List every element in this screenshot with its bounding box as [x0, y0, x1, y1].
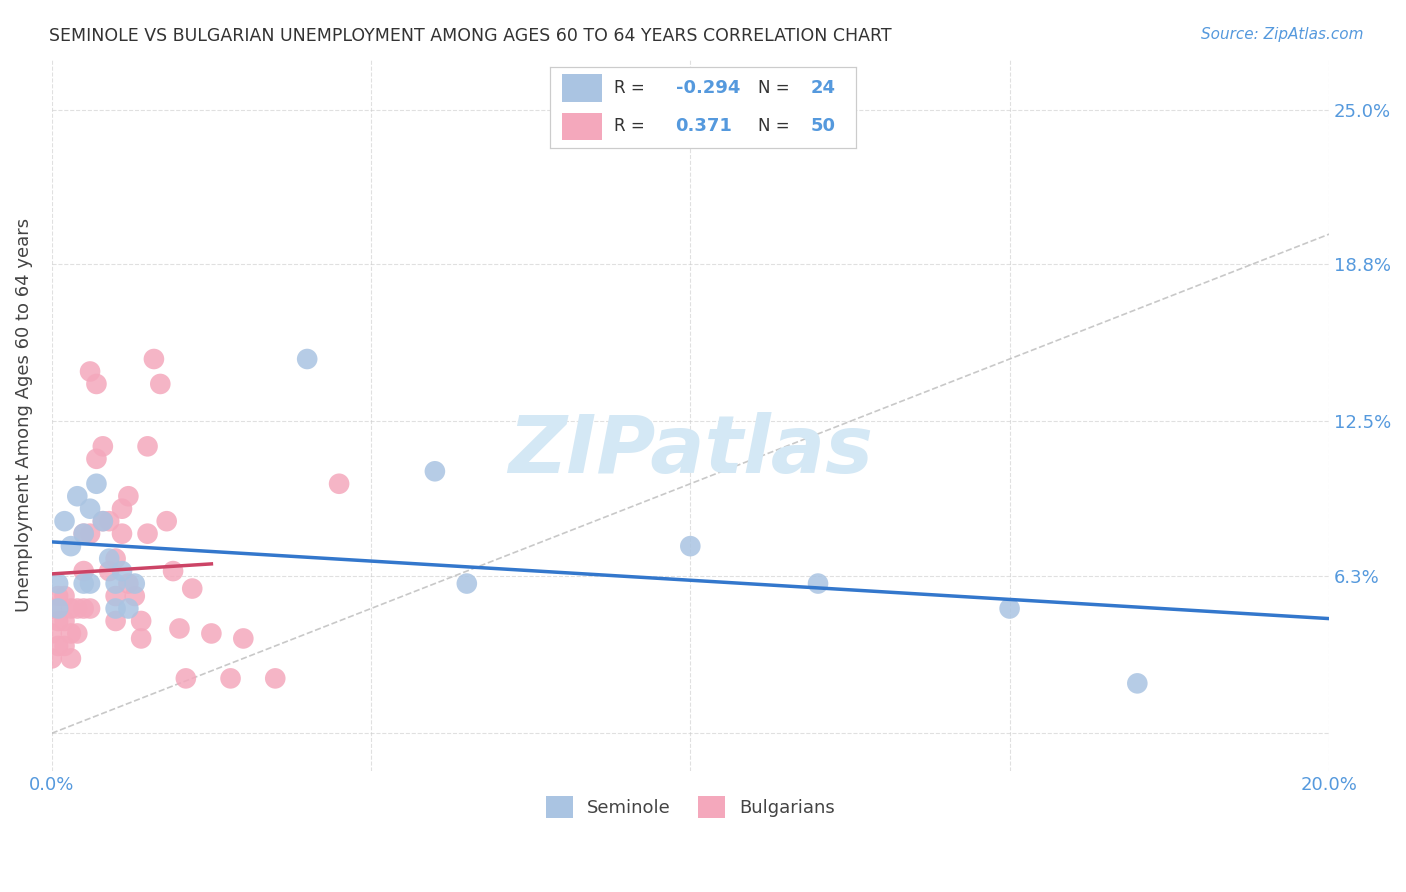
Point [111, 501, 134, 516]
Point [998, 601, 1021, 615]
Point [136, 526, 159, 541]
Point [162, 564, 184, 578]
Point [117, 489, 139, 503]
Point [53, 614, 76, 628]
Point [41, 626, 63, 640]
Point [66, 489, 89, 503]
Point [104, 614, 127, 628]
Text: SEMINOLE VS BULGARIAN UNEMPLOYMENT AMONG AGES 60 TO 64 YEARS CORRELATION CHART: SEMINOLE VS BULGARIAN UNEMPLOYMENT AMONG… [49, 27, 891, 45]
Point [149, 376, 172, 391]
Point [111, 526, 134, 541]
Point [73, 576, 96, 591]
Point [59, 539, 82, 553]
Point [98, 551, 121, 566]
Point [264, 672, 287, 686]
Point [98, 564, 121, 578]
Text: ZIPatlas: ZIPatlas [508, 412, 873, 490]
Point [232, 632, 254, 646]
Point [124, 589, 146, 603]
Point [46, 614, 69, 628]
Point [41, 601, 63, 615]
Point [181, 582, 204, 596]
Point [136, 439, 159, 453]
Point [53, 514, 76, 528]
Point [46, 601, 69, 615]
Text: Source: ZipAtlas.com: Source: ZipAtlas.com [1201, 27, 1364, 42]
Point [79, 576, 101, 591]
Point [73, 526, 96, 541]
Point [59, 601, 82, 615]
Point [104, 601, 127, 615]
Point [219, 672, 242, 686]
Point [73, 564, 96, 578]
Point [79, 601, 101, 615]
Point [73, 601, 96, 615]
Point [423, 464, 446, 478]
Point [46, 639, 69, 653]
Point [200, 626, 222, 640]
Point [129, 632, 152, 646]
Point [807, 576, 830, 591]
Point [91, 514, 114, 528]
Point [53, 589, 76, 603]
Point [679, 539, 702, 553]
Point [129, 614, 152, 628]
Point [142, 351, 165, 366]
Point [117, 576, 139, 591]
Point [59, 651, 82, 665]
Point [1126, 676, 1149, 690]
Point [79, 526, 101, 541]
Point [104, 551, 127, 566]
Point [111, 564, 134, 578]
Point [66, 601, 89, 615]
Point [328, 476, 350, 491]
Point [174, 672, 197, 686]
Point [91, 514, 114, 528]
Point [124, 576, 146, 591]
Point [41, 651, 63, 665]
Point [104, 576, 127, 591]
Point [295, 351, 318, 366]
Point [98, 514, 121, 528]
Point [66, 626, 89, 640]
Point [456, 576, 478, 591]
Point [79, 364, 101, 378]
Point [86, 476, 108, 491]
Point [156, 514, 179, 528]
Point [59, 626, 82, 640]
Point [73, 526, 96, 541]
Point [46, 576, 69, 591]
Point [46, 589, 69, 603]
Point [53, 639, 76, 653]
Point [104, 589, 127, 603]
Point [117, 601, 139, 615]
Y-axis label: Unemployment Among Ages 60 to 64 years: Unemployment Among Ages 60 to 64 years [15, 218, 32, 612]
Point [79, 501, 101, 516]
Point [86, 451, 108, 466]
Point [91, 439, 114, 453]
Point [169, 622, 191, 636]
Legend: Seminole, Bulgarians: Seminole, Bulgarians [538, 789, 842, 826]
Point [86, 376, 108, 391]
